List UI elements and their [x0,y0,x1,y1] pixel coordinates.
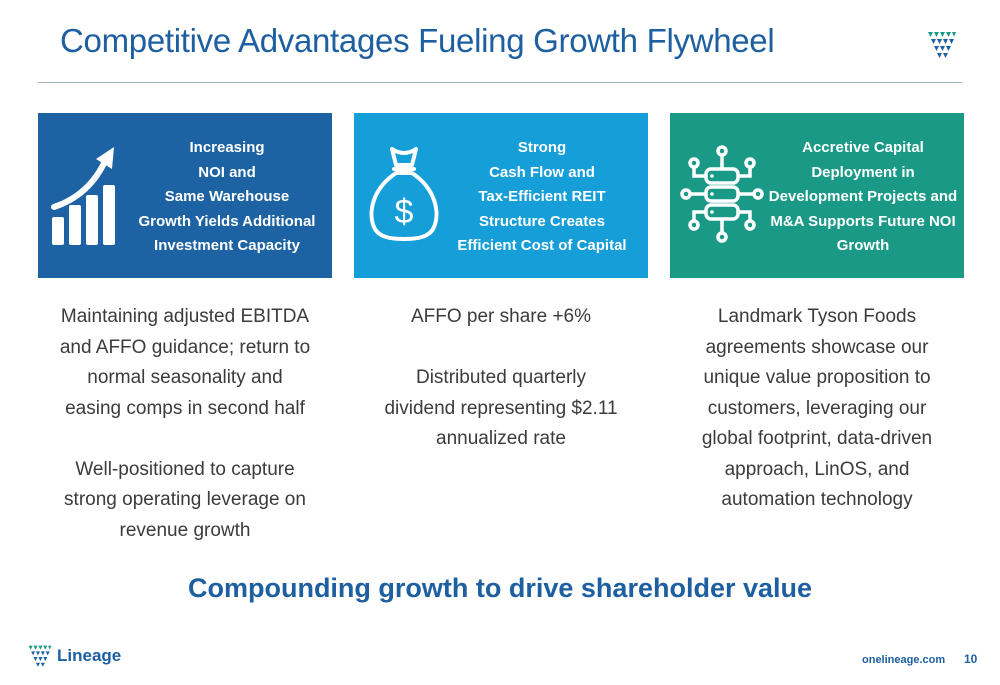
title-divider [38,82,962,83]
page-number: 10 [964,652,978,666]
footer-logo: Lineage [27,642,127,672]
svg-text:$: $ [395,193,414,231]
column-text-affo: AFFO per share +6% Distributed quarterly… [384,306,618,449]
money-bag-icon: $ [369,147,439,241]
brand-name: Lineage [57,646,122,665]
database-network-icon [680,145,764,243]
card-cash-flow: $ Strong Cash Flow and Tax-Efficient REI… [354,113,648,278]
lineage-logo-icon [928,32,956,58]
lineage-logo-icon [28,645,52,667]
card-heading: Increasing NOI and Same Warehouse Growth… [138,139,316,254]
card-noi-growth: Increasing NOI and Same Warehouse Growth… [38,113,332,278]
column-text-guidance: Maintaining adjusted EBITDA and AFFO gui… [59,306,311,541]
footer-url: onelineage.com [862,654,946,666]
card-heading: Accretive Capital Deployment in Developm… [768,139,958,254]
tagline: Compounding growth to drive shareholder … [187,573,813,603]
column-text-tyson: Landmark Tyson Foods agreements showcase… [701,306,933,510]
growth-chart-icon [51,147,115,245]
card-capital-deployment: Accretive Capital Deployment in Developm… [670,113,964,278]
card-heading: Strong Cash Flow and Tax-Efficient REIT … [457,139,627,254]
slide-title: Competitive Advantages Fueling Growth Fl… [60,22,775,59]
